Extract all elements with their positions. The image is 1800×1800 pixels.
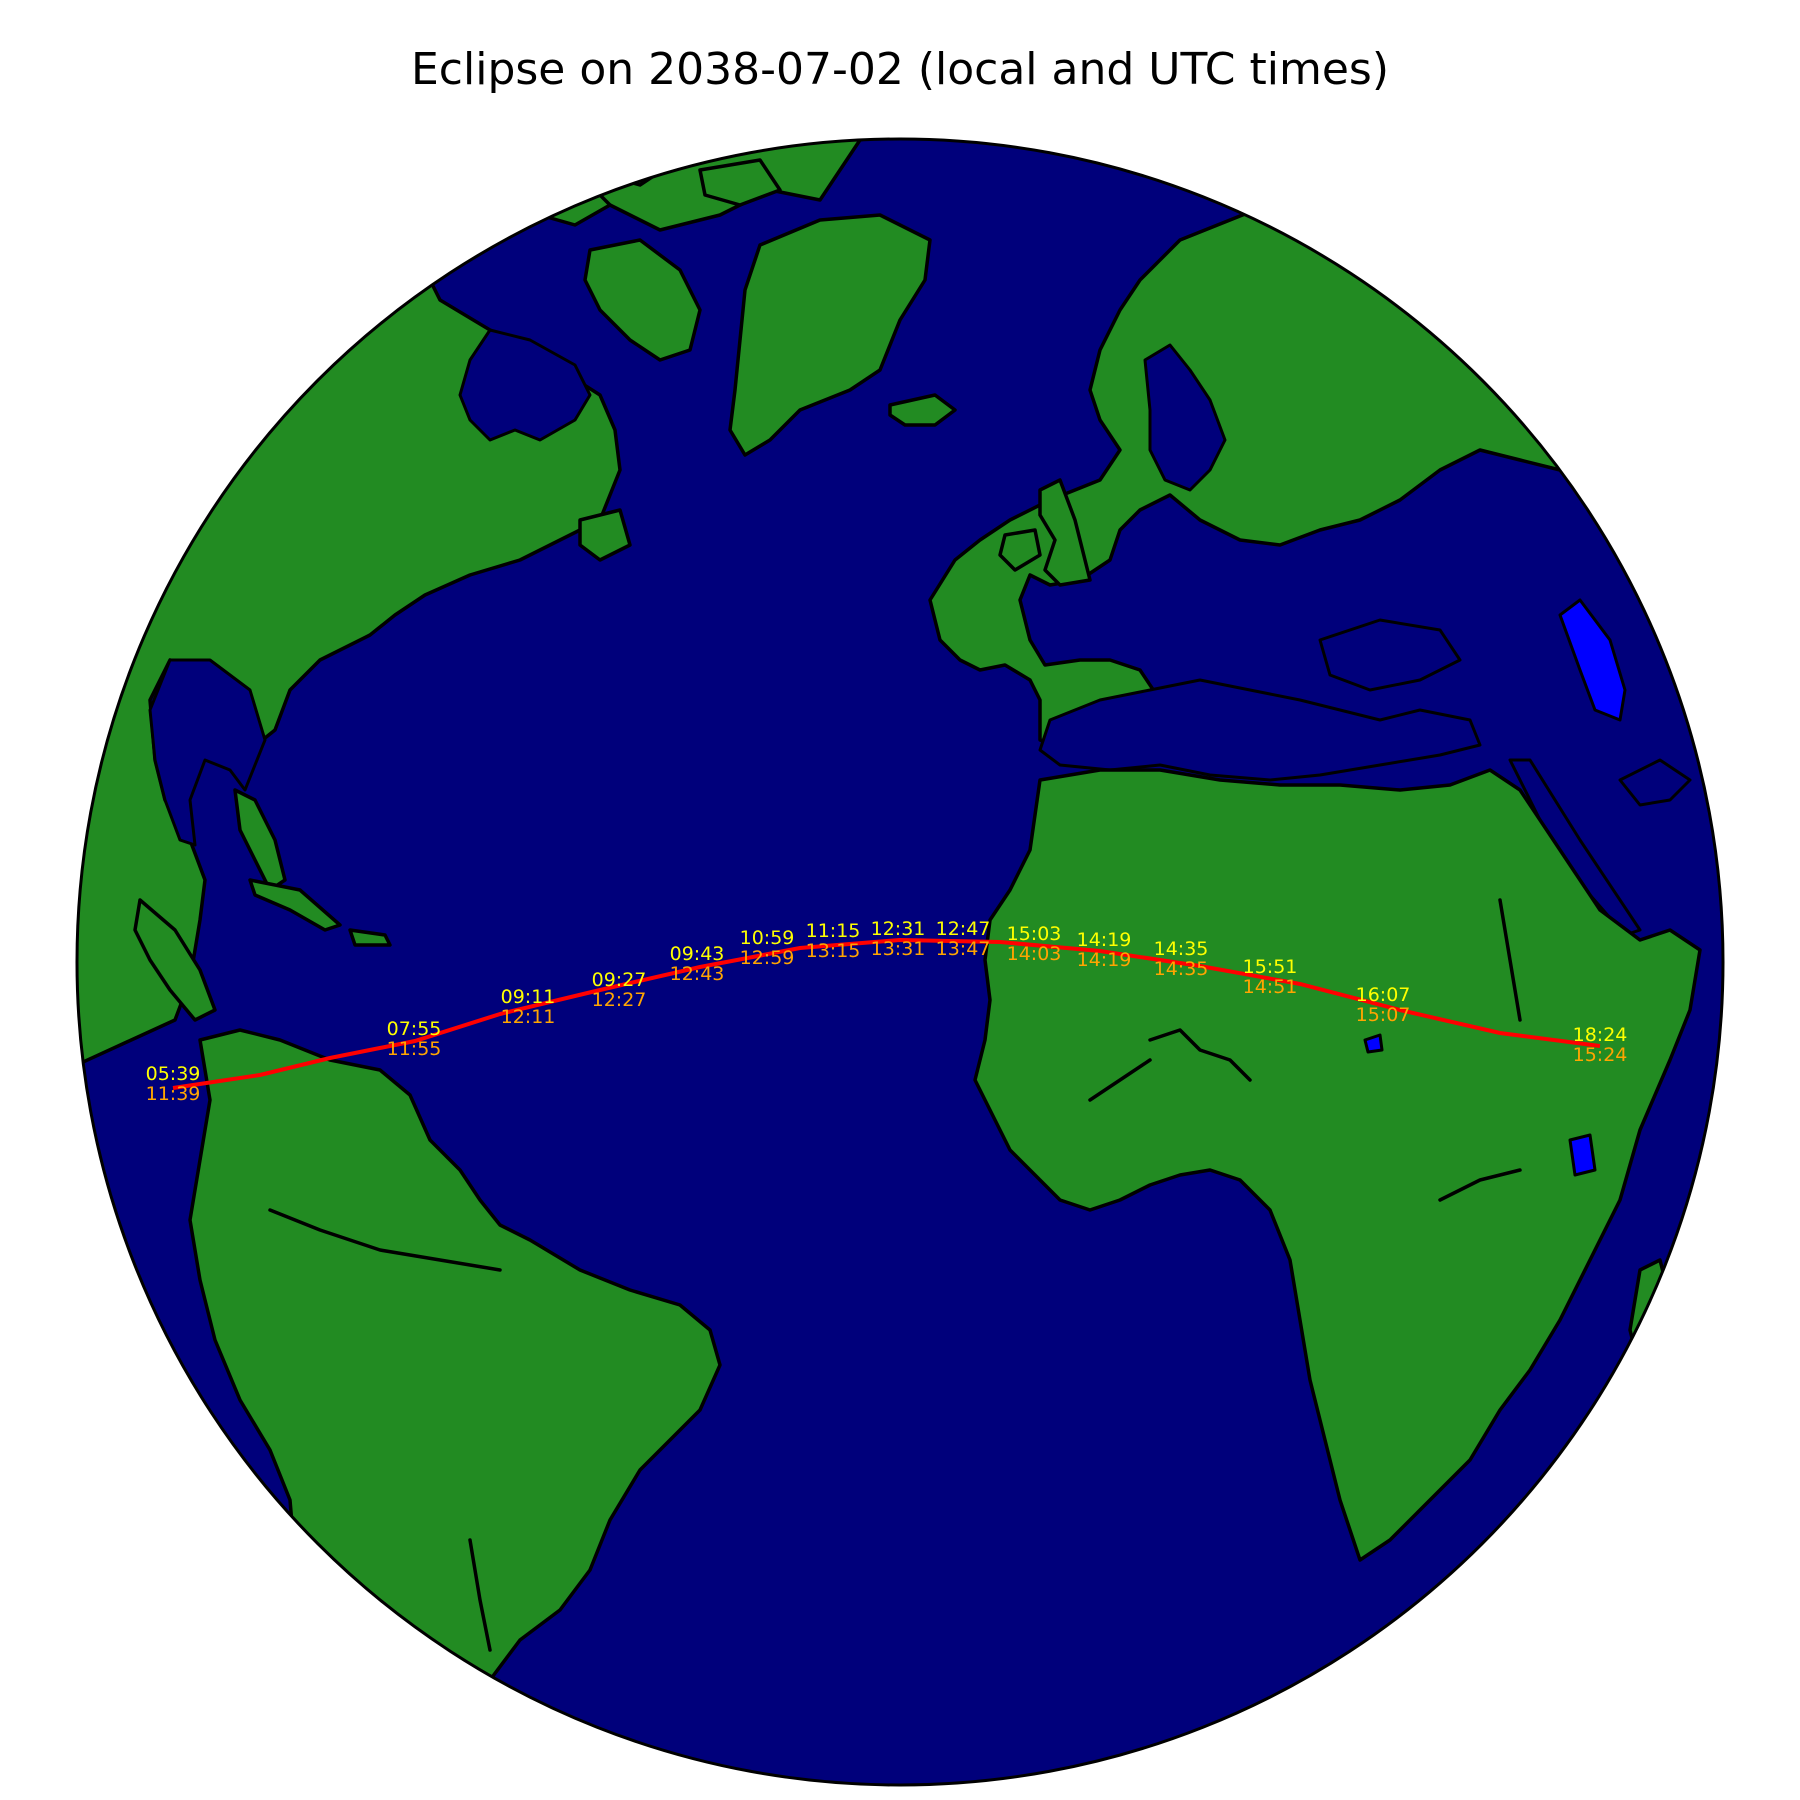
utc-time-label: 11:55 xyxy=(387,1038,442,1060)
river-2 xyxy=(1088,1058,1152,1102)
utc-time-label: 12:27 xyxy=(592,989,647,1011)
great-britain xyxy=(1038,478,1092,587)
africa xyxy=(973,768,1702,1562)
local-time-label: 09:43 xyxy=(670,943,725,965)
local-time-label: 09:27 xyxy=(592,969,647,991)
cuba xyxy=(248,878,342,932)
local-time-label: 07:55 xyxy=(387,1018,442,1040)
central-america xyxy=(133,898,217,1022)
globe-outline xyxy=(75,137,1725,1787)
congo-river xyxy=(1438,1168,1522,1202)
utc-time-label: 14:03 xyxy=(1007,943,1062,965)
local-time-label: 11:15 xyxy=(806,920,861,942)
hudson-bay xyxy=(458,328,592,442)
amazon-river xyxy=(268,1208,502,1272)
utc-time-label: 13:15 xyxy=(806,940,861,962)
baffin-island xyxy=(583,238,702,362)
utc-time-label: 13:31 xyxy=(871,938,926,960)
newfoundland xyxy=(578,508,632,562)
local-time-label: 18:24 xyxy=(1573,1024,1628,1046)
niger-river xyxy=(1148,1028,1252,1082)
utc-time-label: 13:47 xyxy=(936,938,991,960)
iceland xyxy=(888,393,957,427)
utc-time-label: 15:07 xyxy=(1356,1004,1411,1026)
utc-time-label: 14:19 xyxy=(1077,949,1132,971)
local-time-label: 05:39 xyxy=(146,1063,201,1085)
utc-time-label: 15:24 xyxy=(1573,1044,1628,1066)
local-time-label: 09:11 xyxy=(501,986,556,1008)
hispaniola xyxy=(348,928,392,947)
greenland xyxy=(728,213,932,457)
arctic-island-3 xyxy=(698,158,782,207)
lake-victoria xyxy=(1568,1133,1597,1177)
local-time-label: 12:31 xyxy=(871,918,926,940)
ireland xyxy=(998,528,1042,572)
local-time-label: 15:03 xyxy=(1007,923,1062,945)
baltic-sea xyxy=(1143,343,1227,492)
eclipse-path-line xyxy=(172,937,1601,1090)
lake-chad xyxy=(1363,1033,1384,1054)
local-time-label: 15:51 xyxy=(1243,956,1298,978)
utc-time-label: 11:39 xyxy=(146,1083,201,1105)
local-time-label: 16:07 xyxy=(1356,984,1411,1006)
utc-time-label: 12:43 xyxy=(670,963,725,985)
caspian-sea xyxy=(1558,598,1627,722)
utc-time-label: 12:59 xyxy=(740,947,795,969)
local-time-label: 14:19 xyxy=(1077,929,1132,951)
parana-river xyxy=(468,1538,492,1652)
nile-river xyxy=(1498,898,1522,1022)
local-time-label: 14:35 xyxy=(1154,938,1209,960)
local-time-label: 12:47 xyxy=(936,918,991,940)
persian-gulf xyxy=(1618,758,1692,807)
map-title: Eclipse on 2038-07-02 (local and UTC tim… xyxy=(411,44,1389,95)
black-sea xyxy=(1318,618,1462,692)
gulf-of-mexico xyxy=(148,658,267,847)
utc-time-label: 14:51 xyxy=(1243,976,1298,998)
local-time-label: 10:59 xyxy=(740,927,795,949)
utc-time-label: 12:11 xyxy=(501,1006,556,1028)
utc-time-label: 14:35 xyxy=(1154,958,1209,980)
